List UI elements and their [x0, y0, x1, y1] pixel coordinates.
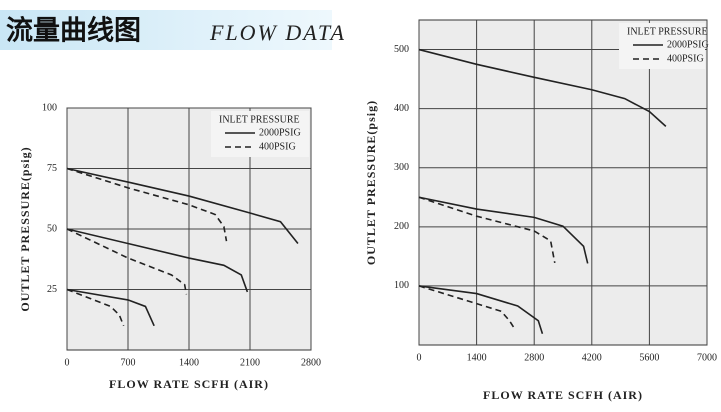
x-tick-label: 7000	[697, 352, 717, 363]
legend-label: 2000PSIG	[667, 39, 709, 50]
plot-area	[418, 19, 708, 346]
legend-title: INLET PRESSURE	[627, 26, 708, 37]
curve	[418, 48, 667, 127]
curve	[418, 285, 515, 328]
y-tick-label: 50	[47, 223, 57, 234]
y-tick-label: 25	[47, 284, 57, 295]
y-tick-label: 300	[394, 162, 409, 173]
y-tick-label: 200	[394, 221, 409, 232]
x-axis-label: FLOW RATE SCFH (AIR)	[109, 377, 269, 391]
x-tick-label: 4200	[582, 352, 602, 363]
curve	[66, 228, 249, 293]
curve	[418, 196, 556, 264]
y-tick-label: 100	[394, 280, 409, 291]
legend-label: 2000PSIG	[259, 127, 301, 138]
y-axis-label: OUTLET PRESSURE(psig)	[18, 146, 32, 311]
header-band	[0, 10, 332, 50]
y-tick-label: 75	[47, 163, 57, 174]
x-axis-label: FLOW RATE SCFH (AIR)	[483, 388, 643, 402]
x-tick-label: 1400	[179, 357, 199, 368]
legend-box	[619, 23, 705, 69]
legend-box	[211, 111, 309, 157]
curve	[418, 196, 589, 264]
legend-title: INLET PRESSURE	[219, 114, 300, 125]
x-tick-label: 0	[65, 357, 70, 368]
x-tick-label: 2800	[524, 352, 544, 363]
curve	[66, 167, 299, 245]
x-tick-label: 2100	[240, 357, 260, 368]
curve	[66, 228, 188, 295]
y-axis-label: OUTLET PRESSURE(psig)	[364, 100, 378, 265]
legend-label: 400PSIG	[667, 53, 704, 64]
header-title: 流量曲线图	[6, 16, 141, 47]
curve	[66, 288, 125, 327]
curve	[66, 167, 228, 242]
x-tick-label: 1400	[467, 352, 487, 363]
curve	[418, 285, 544, 335]
y-tick-label: 100	[42, 102, 57, 113]
curve	[66, 288, 155, 327]
x-tick-label: 5600	[639, 352, 659, 363]
x-tick-label: 0	[417, 352, 422, 363]
y-tick-label: 400	[394, 103, 409, 114]
legend-label: 400PSIG	[259, 141, 296, 152]
x-tick-label: 700	[121, 357, 136, 368]
header-subtitle: FLOW DATA	[209, 20, 346, 45]
y-tick-label: 500	[394, 44, 409, 55]
x-tick-label: 2800	[301, 357, 321, 368]
